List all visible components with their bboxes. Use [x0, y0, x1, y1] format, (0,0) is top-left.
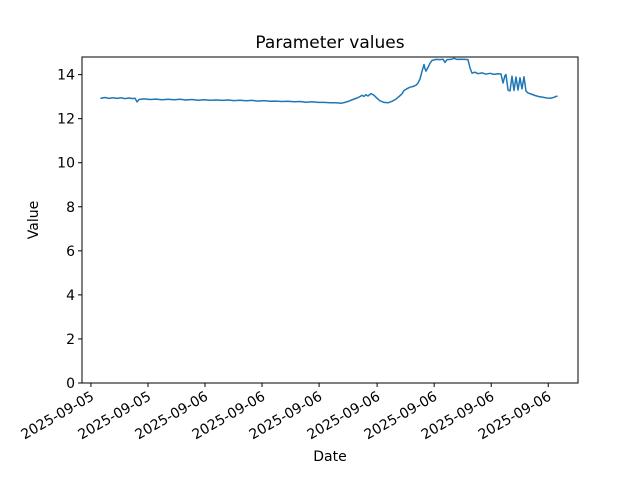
y-tick-label: 2	[66, 332, 75, 348]
y-tick-label: 8	[66, 200, 75, 216]
plot-area: 024681012142025-09-052025-09-052025-09-0…	[18, 56, 579, 443]
y-tick-label: 10	[57, 156, 75, 172]
y-tick-label: 14	[57, 68, 75, 84]
y-tick-label: 0	[66, 376, 75, 392]
x-axis-title: Date	[313, 449, 346, 465]
y-tick-label: 6	[66, 244, 75, 260]
data-line	[100, 57, 558, 105]
y-tick-label: 4	[66, 288, 75, 304]
plot-border	[81, 56, 579, 384]
y-tick-label: 12	[57, 112, 75, 128]
chart-title: Parameter values	[255, 33, 404, 53]
y-axis-title: Value	[26, 201, 42, 239]
